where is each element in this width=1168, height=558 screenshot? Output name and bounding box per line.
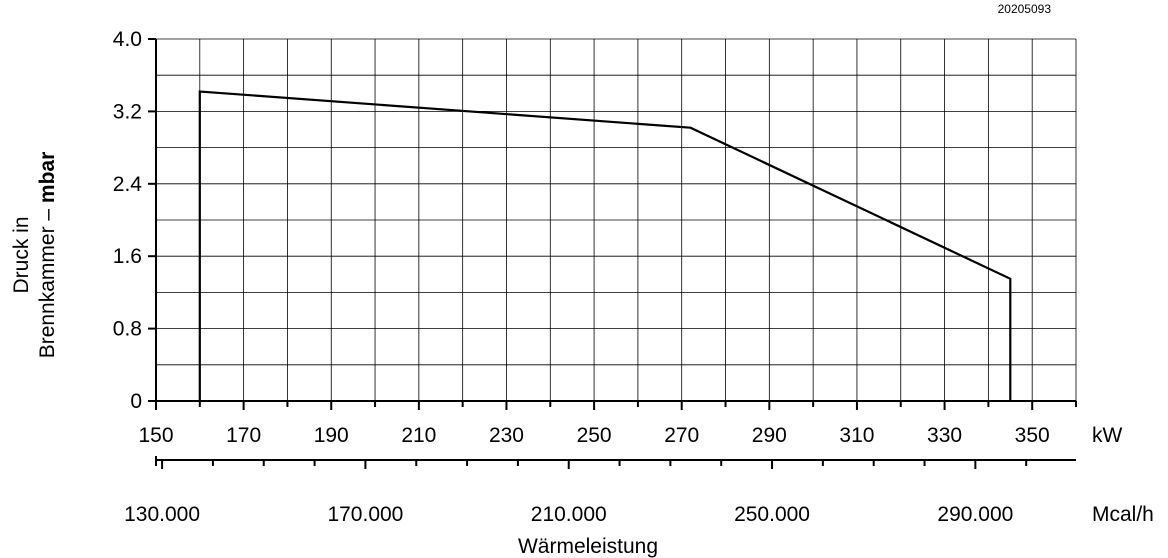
x-tick-label: 330 [927,424,962,447]
grid [156,38,1077,401]
y-tick-label: 3.2 [113,100,142,123]
y-tick-label: 4.0 [113,28,142,51]
y-tick-label: 2.4 [113,173,143,196]
x-tick-label: 290 [752,424,787,447]
series-layer [198,90,1012,401]
x-tick-label: 210 [401,424,436,447]
x-tick-label: 230 [489,424,524,447]
x-tick-label: 190 [314,424,349,447]
y-axis-title-line2: Brennkammer – mbar [36,152,59,359]
secondary-x-tick-label: 290.000 [937,503,1013,526]
y-axis-title-text: Brennkammer – [36,203,59,358]
y-axis-title-unit: mbar [36,152,59,203]
x-axis-title: Wärmeleistung [518,535,658,558]
secondary-x-tick-label: 130.000 [124,503,200,526]
secondary-x-tick-label: 210.000 [531,503,607,526]
series-line [198,90,1012,401]
secondary-x-unit: Mcal/h [1092,503,1154,526]
tick-labels: 0 0.8 1.6 2.4 3.2 4.0 150 170 190 210 230 250 270 290… [113,28,1050,526]
x-tick-label: 150 [138,424,173,447]
x-tick-label: 170 [226,424,261,447]
axes [148,38,1077,469]
y-axis-title-line1: Druck in [10,216,33,293]
y-tick-label: 1.6 [113,245,142,268]
x-tick-label: 250 [577,424,612,447]
y-tick-label: 0.8 [113,318,142,341]
y-tick-label: 0 [130,390,142,413]
x-tick-label: 310 [839,424,874,447]
secondary-x-tick-label: 170.000 [327,503,403,526]
document-id: 20205093 [998,2,1052,16]
secondary-x-tick-label: 250.000 [734,503,810,526]
x-tick-label: 270 [664,424,699,447]
x-tick-label: 350 [1015,424,1050,447]
primary-x-unit: kW [1092,424,1123,447]
